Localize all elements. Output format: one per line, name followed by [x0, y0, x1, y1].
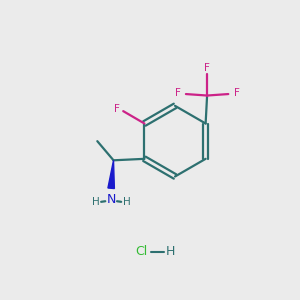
- Text: F: F: [113, 104, 119, 114]
- Text: H: H: [123, 197, 130, 207]
- Text: F: F: [175, 88, 181, 98]
- Text: H: H: [92, 197, 100, 207]
- Text: N: N: [106, 193, 116, 206]
- Text: F: F: [234, 88, 239, 98]
- Text: Cl: Cl: [135, 245, 147, 258]
- Polygon shape: [108, 160, 114, 188]
- Text: F: F: [204, 63, 210, 74]
- Text: H: H: [166, 245, 175, 258]
